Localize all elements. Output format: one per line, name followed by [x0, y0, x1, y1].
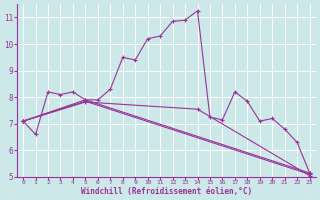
X-axis label: Windchill (Refroidissement éolien,°C): Windchill (Refroidissement éolien,°C)	[81, 187, 252, 196]
